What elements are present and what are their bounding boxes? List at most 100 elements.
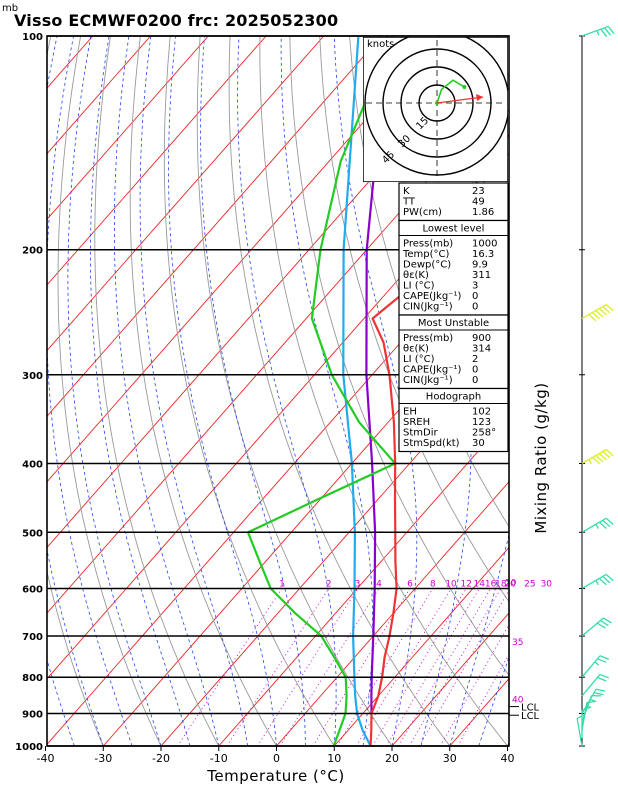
chart-title: Visso ECMWF0200 frc: 2025052300 [14,11,339,30]
most-unstable-row-label: CIN(Jkg⁻¹) [403,375,453,386]
wind-barb-feather [576,713,586,719]
mixing-ratio-label: 4 [376,579,382,589]
wind-barb-feather [598,578,607,586]
most-unstable-row-label: θε(K) [403,344,429,355]
temperature-tick-label: -40 [37,752,55,765]
dry-adiabat-line [259,36,508,746]
hodograph-stats-heading: Hodograph [426,392,481,403]
lowest-level-row-label: θε(K) [403,270,429,281]
moist-adiabat-line [114,36,220,746]
moist-adiabat-line [200,36,306,746]
parcel-path-purple [365,36,389,714]
mixing-ratio-line [226,588,330,746]
indices-box [398,182,509,222]
storm-motion-arrowhead [476,94,484,101]
pressure-tick-label: 300 [22,371,43,382]
isotherm-line [333,546,509,746]
mixing-ratio-label: 20 [504,579,516,589]
dry-adiabat-line [129,36,277,746]
hodograph-stats-row-label: StmDir [403,428,438,439]
mixing-ratio-label: 25 [524,579,535,589]
wind-barb-feather [600,28,608,37]
lowest-level-row-value: 3 [472,281,478,292]
x-axis-label: Temperature (°C) [206,767,344,785]
dry-adiabat-line [228,36,451,746]
temperature-tick-label: -30 [94,752,112,765]
wind-barb-staff [581,674,601,697]
wind-barb-half-feather [595,523,599,529]
mixing-ratio-line [440,623,509,746]
mixing-ratio-label: 12 [460,579,471,589]
hodograph-stats-row-label: SREH [403,417,430,428]
dry-adiabat-line [196,36,393,746]
wind-barb-feather [598,452,607,461]
most-unstable-row-value: 0 [472,365,478,376]
pressure-tick-label: 600 [22,584,43,595]
hodograph-unit-label: knots [367,39,394,50]
mixing-ratio-line [257,588,359,746]
wind-barb-feather [581,706,592,711]
indices-row-value: 1.86 [472,207,494,218]
wind-barb-feather [604,27,611,36]
hodograph-stats-row-value: 123 [472,417,491,428]
lowest-level-row-label: CIN(Jkg⁻¹) [403,302,453,313]
isotherm-line [276,481,509,746]
lowest-level-row-value: 1000 [472,239,497,250]
mixing-ratio-label: 1 [279,579,285,589]
most-unstable-row-value: 900 [472,333,491,344]
hodograph-stats-row-label: EH [403,407,417,418]
wind-barb-feather [595,688,606,692]
mixing-ratio-line [398,588,492,746]
wind-barb-staff [581,25,609,37]
lowest-level-row-label: LI (°C) [403,281,435,292]
wind-barb-half-feather [596,30,600,36]
wind-barb-feather [591,312,600,320]
lowest-level-row-value: 0 [472,302,478,313]
lowest-level-row-label: Dewp(°C) [403,260,451,271]
pressure-tick-label: 700 [22,632,43,643]
hodograph-stats-row-value: 30 [472,438,485,449]
isotherm-right-label: 40 [512,695,524,705]
hodograph-stats-row-label: StmSpd(kt) [403,438,460,449]
dry-adiabat-line [163,36,335,746]
temperature-tick-label: 0 [273,752,280,765]
most-unstable-heading: Most Unstable [418,318,489,329]
moist-adiabat-line [67,36,162,746]
lowest-level-row-value: 9.9 [472,260,488,271]
wind-barb-feather [602,519,611,528]
hodograph-stats-row-value: 258° [472,428,496,439]
lowest-level-row-label: CAPE(Jkg⁻¹) [403,291,461,302]
lowest-level-box [398,219,509,316]
moist-adiabat-line [47,36,133,746]
wind-barb-half-feather [589,698,596,702]
isotherm-line [47,36,267,286]
pressure-tick-label: 800 [22,673,43,684]
wind-barb-feather [605,448,614,457]
wind-barb-feather [602,576,611,584]
most-unstable-row-label: Press(mb) [403,333,453,344]
mixing-ratio-line [336,588,434,746]
hodograph-stats-box [398,387,509,453]
wind-barb-feather [599,673,610,679]
most-unstable-row-value: 2 [472,354,478,365]
lowest-level-row-value: 0 [472,291,478,302]
wind-barb-staff [581,303,607,320]
lowest-level-heading: Lowest level [423,224,485,235]
isotherm-line [47,36,382,417]
lcl-label: LCL [521,711,540,722]
moist-adiabat-line [280,36,374,746]
most-unstable-box [398,314,509,390]
dewpoint-profile-line [246,36,397,746]
wind-barb-feather [596,622,606,629]
parcel-path-blue [342,36,372,746]
wind-barb-feather [602,450,611,459]
moist-adiabat-line [90,36,191,746]
dry-adiabat-line [289,36,509,677]
temperature-tick-label: 30 [443,752,457,765]
pressure-tick-label: 500 [22,528,43,539]
isotherm-right-label: 35 [512,638,523,648]
hodograph-stats-row-value: 102 [472,407,491,418]
wind-barb-feather [593,692,604,696]
isotherm-line [47,36,325,352]
wind-barb-feather [595,454,604,463]
